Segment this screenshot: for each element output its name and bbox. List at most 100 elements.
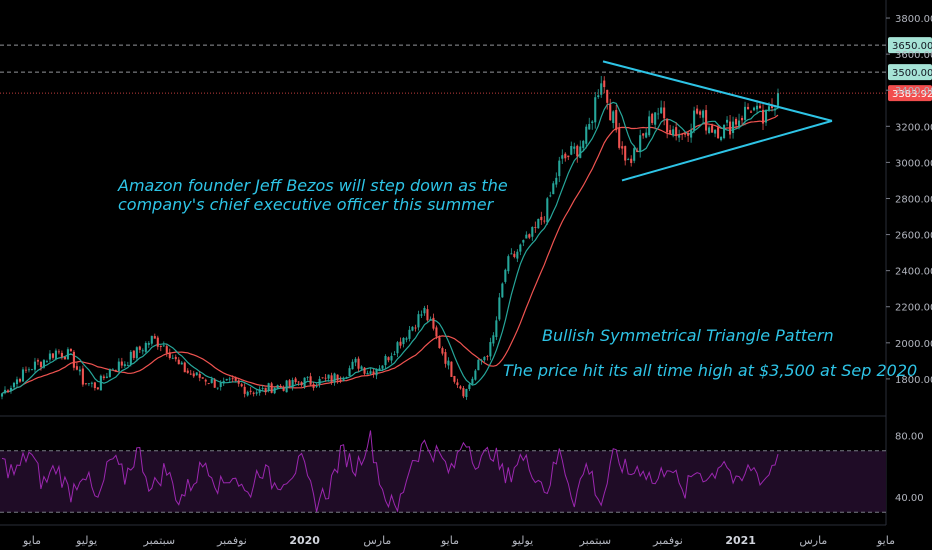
- candle-body: [699, 111, 702, 115]
- candle-body: [177, 359, 180, 365]
- price-axis[interactable]: 3800.00 3600.00 3400.00 3200.00 3000.00 2800.…: [886, 14, 932, 386]
- candle-body: [102, 376, 105, 379]
- time-tick-label: يوليو: [75, 534, 97, 547]
- candle-body: [594, 97, 597, 123]
- candle-body: [186, 370, 189, 373]
- candle-body: [684, 133, 687, 135]
- candle-body: [273, 387, 276, 394]
- candle-body: [180, 362, 183, 365]
- candle-body: [21, 369, 25, 382]
- ma-slow-line: [1, 114, 779, 395]
- candle-body: [738, 120, 741, 127]
- pattern-annotation[interactable]: Bullish Symmetrical Triangle Pattern: [542, 326, 834, 345]
- price-tick-label: 3400.00: [895, 86, 932, 97]
- candle-body: [312, 384, 315, 388]
- candle-body: [279, 385, 282, 387]
- candle-body: [558, 160, 561, 177]
- triangle-lower-trendline[interactable]: [621, 119, 833, 182]
- candle-body: [9, 387, 13, 391]
- candle-body: [201, 377, 204, 379]
- candle-body: [573, 146, 576, 149]
- time-tick-label: نوفمبر: [216, 534, 247, 547]
- candle-body: [330, 375, 333, 382]
- candle-body: [405, 338, 408, 340]
- candle-body: [153, 336, 156, 339]
- candle-body: [243, 386, 246, 394]
- candle-body: [171, 357, 174, 359]
- candle-body: [600, 83, 603, 95]
- candle-body: [693, 110, 696, 131]
- candle-body: [255, 392, 258, 394]
- time-axis[interactable]: مايو يوليو سبتمبر نوفمبر 2020 مارس مايو يوليو سب…: [22, 534, 895, 547]
- candle-body: [564, 153, 567, 159]
- candle-body: [528, 234, 531, 238]
- candle-body: [507, 256, 510, 272]
- candle-body: [675, 127, 678, 137]
- candle-body: [3, 389, 7, 394]
- candle-body: [222, 380, 225, 384]
- candle-body: [510, 253, 513, 255]
- candle-body: [375, 368, 378, 376]
- triangle-upper-trendline[interactable]: [602, 60, 833, 122]
- candle-body: [522, 240, 525, 243]
- candle-body: [192, 373, 195, 377]
- candle-body: [126, 365, 129, 366]
- candle-body: [69, 348, 72, 352]
- horizontal-price-lines[interactable]: 3650.00 3500.00 3383.92: [0, 37, 932, 102]
- ath-annotation[interactable]: The price hit its all time high at $3,50…: [503, 361, 918, 380]
- candle-body: [621, 146, 624, 149]
- candle-body: [30, 369, 34, 371]
- price-tick-label: 2200.00: [895, 303, 932, 314]
- candle-body: [81, 368, 84, 385]
- candle-body: [78, 369, 81, 372]
- candle-body: [15, 379, 19, 385]
- candle-body: [669, 130, 672, 134]
- candle-body: [588, 123, 591, 130]
- time-tick-label: مارس: [799, 534, 827, 547]
- price-label-badge: [888, 37, 932, 54]
- candle-body: [639, 135, 642, 152]
- candle-body: [240, 384, 243, 387]
- symmetrical-triangle-drawing[interactable]: [602, 60, 833, 182]
- candle-body: [606, 89, 609, 103]
- candle-body: [120, 361, 123, 366]
- candle-body: [303, 377, 306, 387]
- candle-body: [27, 369, 31, 371]
- candle-body: [231, 378, 234, 380]
- candle-body: [609, 104, 612, 121]
- candle-body: [576, 145, 579, 157]
- candle-body: [264, 387, 267, 393]
- candle-body: [489, 342, 492, 357]
- candle-body: [369, 371, 372, 374]
- candle-body: [618, 128, 621, 148]
- candle-body: [534, 227, 537, 228]
- candle-body: [345, 377, 348, 379]
- rsi-line: [1, 430, 779, 513]
- bezos-annotation[interactable]: Amazon founder Jeff Bezos will step down…: [118, 176, 508, 214]
- candle-body: [141, 350, 144, 352]
- rsi-tick-label: 80.00: [895, 431, 924, 442]
- time-tick-label: مايو: [22, 534, 41, 547]
- candle-body: [666, 118, 669, 133]
- candle-body: [390, 355, 393, 361]
- time-tick-label: سبتمبر: [143, 534, 176, 547]
- candle-body: [108, 368, 111, 378]
- candle-body: [282, 388, 285, 391]
- candle-body: [351, 361, 354, 370]
- candle-body: [270, 383, 273, 393]
- candle-body: [6, 390, 10, 393]
- candle-body: [384, 356, 387, 366]
- candle-body: [117, 361, 120, 371]
- candle-body: [597, 95, 600, 98]
- candle-body: [516, 251, 519, 259]
- candle-body: [450, 361, 453, 377]
- candle-body: [123, 364, 126, 367]
- candle-body: [687, 132, 690, 136]
- candle-body: [504, 269, 507, 282]
- candle-body: [198, 374, 201, 378]
- candle-body: [63, 356, 66, 360]
- candle-body: [732, 121, 735, 133]
- candle-body: [99, 375, 102, 391]
- candle-body: [776, 93, 780, 106]
